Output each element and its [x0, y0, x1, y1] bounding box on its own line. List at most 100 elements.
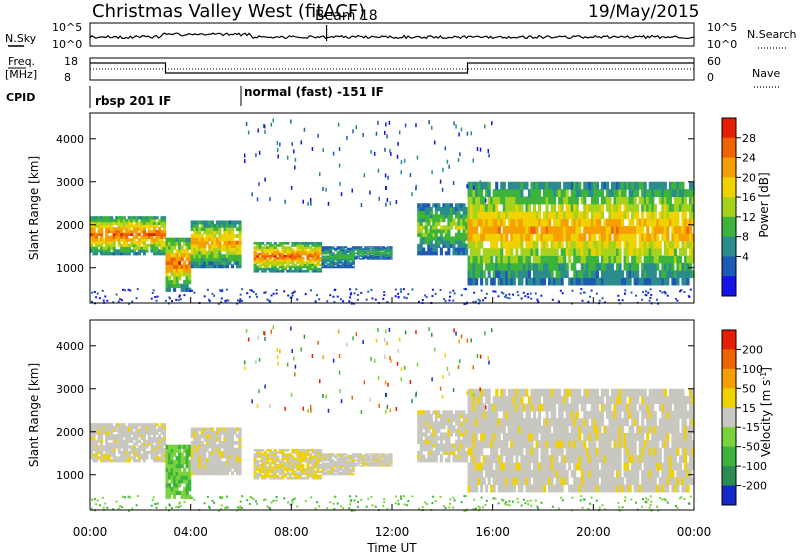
power-cell [331, 255, 335, 258]
velocity-cell [266, 466, 270, 469]
power-cell [246, 292, 249, 295]
velocity-cell [293, 448, 297, 452]
power-cell [326, 252, 330, 255]
power-cell [122, 232, 126, 237]
power-cell [648, 196, 652, 205]
velocity-cell [497, 440, 501, 449]
power-cell [223, 240, 227, 245]
power-cell [218, 244, 222, 248]
power-cell [545, 211, 549, 220]
power-cell [316, 267, 320, 271]
power-cell [160, 218, 164, 223]
power-cell [502, 255, 506, 264]
velocity-cell [261, 466, 265, 469]
power-cell [575, 218, 579, 227]
velocity-cell [389, 455, 393, 457]
velocity-cell [306, 468, 310, 471]
power-cell [381, 255, 386, 257]
velocity-cell [356, 459, 360, 462]
power-cell [286, 254, 290, 258]
power-cell [261, 241, 265, 245]
velocity-cell [263, 464, 267, 467]
power-cell [434, 221, 438, 226]
velocity-cell [147, 439, 151, 444]
velocity-cell [467, 410, 471, 419]
velocity-cell [132, 431, 136, 435]
power-cell [608, 196, 612, 205]
power-cell [137, 243, 141, 248]
power-cell [653, 181, 657, 190]
power-cell [470, 240, 474, 249]
velocity-cell [452, 443, 456, 448]
velocity-cell [203, 434, 207, 439]
power-cell [374, 249, 378, 252]
velocity-cell [319, 474, 323, 478]
power-cell [431, 170, 433, 175]
velocity-cell [228, 467, 232, 472]
power-cell [334, 247, 338, 250]
power-cell [369, 258, 373, 260]
velocity-cell [341, 465, 345, 468]
power-cell [351, 188, 354, 193]
velocity-cell [374, 456, 378, 458]
power-cell [349, 261, 353, 264]
power-cell [477, 248, 481, 256]
power-cell [429, 243, 433, 248]
velocity-cell [311, 466, 315, 469]
velocity-cell [444, 413, 448, 419]
velocity-cell [115, 434, 119, 438]
power-cell [190, 254, 194, 259]
power-cell [346, 257, 350, 260]
velocity-cell [271, 470, 275, 474]
power-cell [643, 270, 647, 279]
velocity-cell [286, 466, 290, 469]
velocity-cell [477, 410, 481, 419]
power-cell [326, 250, 330, 253]
velocity-cell [354, 455, 358, 457]
velocity-cell [225, 427, 230, 432]
power-cell [424, 232, 428, 237]
velocity-cell [225, 437, 230, 442]
power-cell [467, 255, 471, 264]
velocity-cell [193, 451, 197, 455]
velocity-cell [313, 461, 318, 465]
power-cell [286, 250, 290, 254]
velocity-cell [427, 410, 431, 415]
power-cell [457, 240, 461, 245]
power-cell [570, 262, 574, 271]
power-cell [283, 259, 287, 262]
velocity-cell [183, 486, 187, 492]
velocity-cell [384, 465, 388, 467]
velocity-cell [132, 423, 136, 427]
velocity-cell [157, 425, 162, 430]
power-cell [600, 181, 604, 190]
power-cell [442, 214, 446, 219]
velocity-cell [439, 432, 443, 437]
power-cell [386, 301, 389, 304]
power-cell [230, 220, 235, 225]
power-cell [434, 210, 438, 215]
power-cell [570, 181, 574, 190]
power-cell [168, 283, 172, 289]
velocity-cell [359, 455, 363, 457]
power-cell [298, 265, 302, 269]
power-cell [502, 196, 506, 205]
power-cell [331, 266, 335, 269]
power-cell [381, 249, 386, 252]
velocity-cell [130, 425, 134, 430]
velocity-cell [339, 471, 343, 474]
power-cell [137, 249, 141, 253]
power-cell [492, 211, 496, 220]
power-cell [326, 255, 330, 258]
power-cell [563, 211, 567, 220]
velocity-cell [454, 413, 459, 419]
power-cell [583, 270, 587, 279]
power-cell [417, 247, 421, 252]
power-cell [535, 233, 539, 242]
power-cell [112, 252, 116, 256]
power-cell [135, 246, 139, 250]
power-cell [588, 218, 592, 227]
power-cell [532, 218, 537, 227]
power-cell [102, 252, 106, 256]
velocity-cell [180, 475, 184, 480]
